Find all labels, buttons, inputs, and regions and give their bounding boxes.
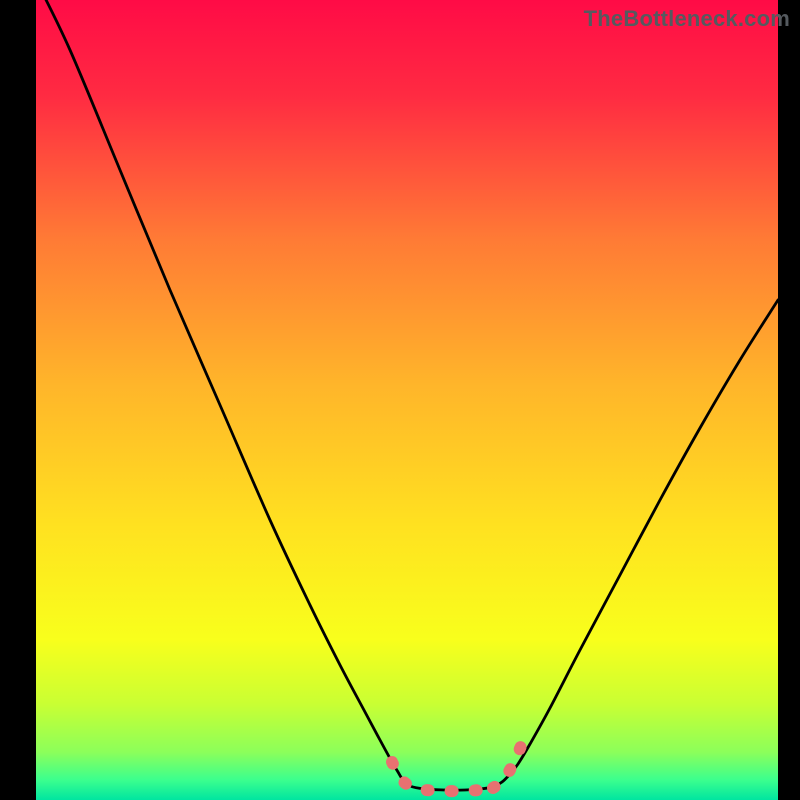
- optimal-range-marker: [392, 746, 521, 791]
- bottleneck-chart: TheBottleneck.com: [0, 0, 800, 800]
- attribution-watermark: TheBottleneck.com: [584, 6, 790, 32]
- bottleneck-curve: [36, 0, 778, 790]
- chart-plot: [0, 0, 800, 800]
